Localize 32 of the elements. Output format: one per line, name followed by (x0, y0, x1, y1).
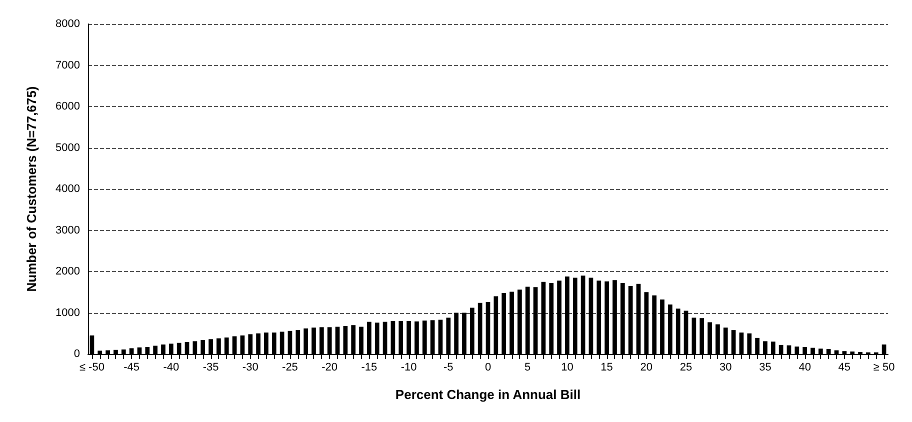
x-tick-label: ≥ 50 (873, 362, 895, 374)
x-tick-label: 5 (524, 362, 531, 374)
x-tick-label: -45 (124, 362, 140, 374)
y-tick-label: 5000 (56, 142, 80, 154)
x-tick-label: 25 (680, 362, 692, 374)
x-tick-label: 40 (798, 362, 811, 374)
x-tick-label: -30 (242, 362, 258, 374)
x-tick-label: -15 (361, 362, 378, 374)
x-tick-label: -40 (163, 362, 180, 374)
x-tick-label: -5 (444, 362, 454, 374)
x-tick-label: 45 (838, 362, 851, 374)
x-tick-label: 15 (600, 362, 613, 374)
y-tick-label: 8000 (56, 18, 80, 30)
y-tick-label: 6000 (56, 100, 80, 112)
x-axis-title: Percent Change in Annual Bill (395, 387, 581, 402)
x-tick-label: -25 (282, 362, 298, 374)
x-tick-label: -10 (400, 362, 417, 374)
x-tick-label: 30 (720, 362, 732, 374)
x-tick-label: 10 (561, 362, 574, 374)
y-tick-label: 1000 (56, 306, 80, 319)
y-tick-label: 0 (74, 348, 80, 360)
x-tick-label: -35 (202, 362, 219, 374)
x-tick-label: ≤ -50 (79, 362, 104, 374)
x-tick-label: 20 (640, 362, 653, 374)
x-tick-label: -20 (322, 362, 338, 374)
y-axis-title: Number of Customers (N=77,675) (24, 86, 39, 292)
y-tick-label: 3000 (56, 224, 80, 236)
y-tick-label: 7000 (56, 59, 80, 72)
x-tick-label: 0 (484, 362, 492, 374)
x-tick-label: 35 (759, 362, 772, 374)
y-tick-label: 2000 (56, 266, 80, 278)
y-tick-label: 4000 (56, 183, 80, 195)
